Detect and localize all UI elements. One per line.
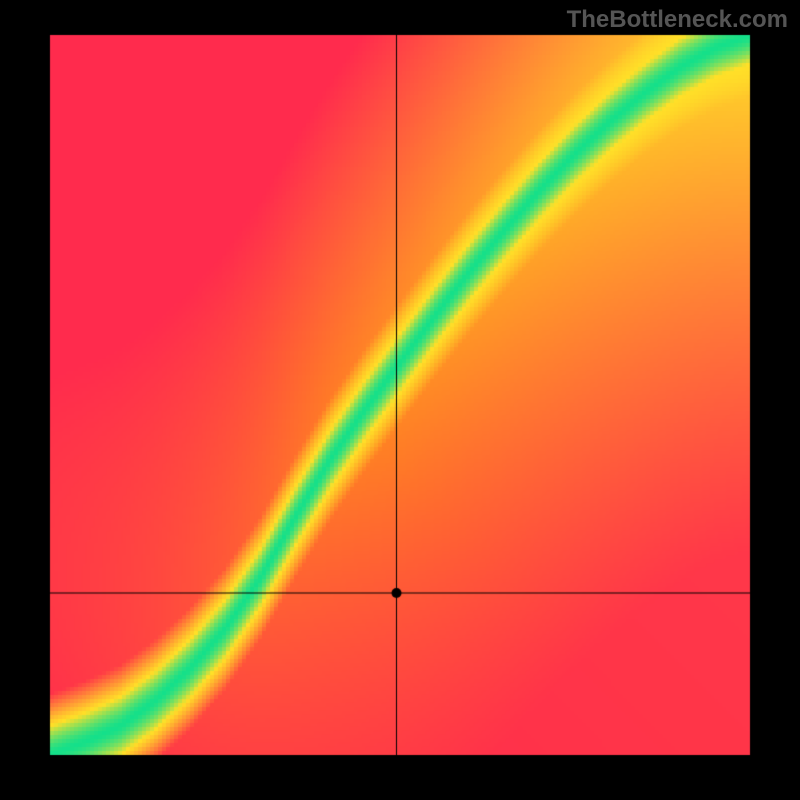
watermark-text: TheBottleneck.com	[567, 6, 788, 34]
bottleneck-heatmap	[0, 0, 800, 800]
